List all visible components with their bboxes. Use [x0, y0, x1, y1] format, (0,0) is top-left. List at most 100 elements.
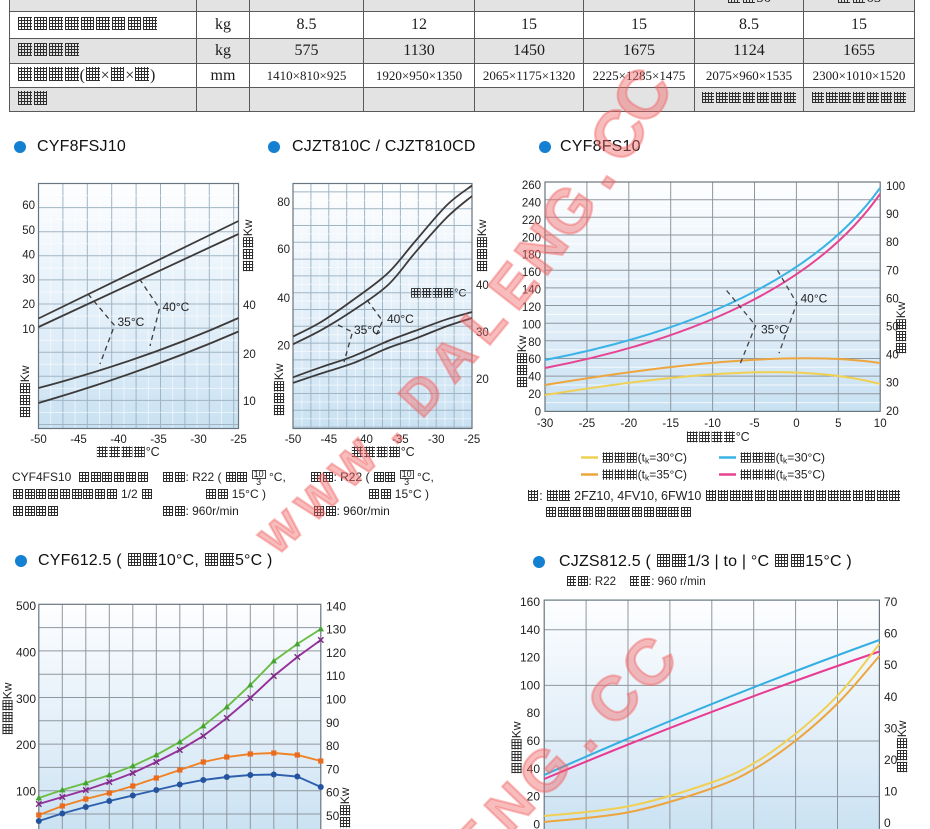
svg-text:20: 20	[886, 406, 899, 418]
svg-text:200: 200	[16, 738, 36, 752]
svg-text:30: 30	[476, 327, 489, 339]
svg-text:(tk=30°C): (tk=30°C)	[638, 451, 687, 466]
svg-text:Kw: Kw	[895, 720, 909, 737]
svg-text:70: 70	[884, 595, 898, 609]
svg-text:.: .	[364, 406, 412, 453]
svg-text:Kw: Kw	[1, 682, 15, 699]
svg-text:°C: °C	[736, 430, 750, 444]
svg-text:0: 0	[535, 406, 541, 418]
svg-text:35°C: 35°C	[118, 315, 145, 329]
svg-text:200: 200	[522, 232, 541, 244]
svg-text:Kw: Kw	[338, 787, 352, 804]
svg-text:160: 160	[522, 267, 541, 279]
svg-text:-40: -40	[356, 434, 373, 446]
svg-text:-20: -20	[620, 418, 637, 430]
svg-text:60: 60	[22, 200, 35, 212]
svg-text:120: 120	[522, 302, 541, 314]
svg-text:-25: -25	[230, 434, 247, 446]
svg-text:-35: -35	[392, 434, 409, 446]
svg-text:40: 40	[277, 293, 290, 305]
svg-text:Kw: Kw	[18, 365, 32, 382]
svg-text:(tk=35°C): (tk=35°C)	[638, 468, 687, 483]
svg-text:400: 400	[16, 645, 36, 659]
svg-text:20: 20	[22, 299, 35, 311]
svg-text:5: 5	[835, 418, 841, 430]
svg-text:-45: -45	[320, 434, 337, 446]
svg-text:Kw: Kw	[894, 301, 908, 318]
svg-text:10: 10	[874, 418, 887, 430]
svg-text:20: 20	[277, 341, 290, 353]
svg-text:180: 180	[522, 250, 541, 262]
svg-text:10: 10	[243, 396, 256, 408]
svg-text:°C: °C	[401, 445, 415, 459]
svg-text:50: 50	[22, 225, 35, 237]
svg-text:100: 100	[522, 319, 541, 331]
svg-text:-10: -10	[704, 418, 721, 430]
svg-text:Kw: Kw	[241, 219, 255, 236]
svg-text:140: 140	[522, 285, 541, 297]
svg-text:40: 40	[528, 372, 541, 384]
svg-text:30: 30	[886, 378, 899, 390]
svg-text:20: 20	[527, 790, 541, 804]
svg-text:-25: -25	[464, 434, 481, 446]
svg-text:10: 10	[884, 785, 898, 799]
svg-text:Kw: Kw	[515, 335, 529, 352]
svg-text:35°C: 35°C	[354, 323, 381, 337]
svg-text:20: 20	[884, 753, 898, 767]
svg-text:80: 80	[326, 739, 340, 753]
svg-text:40°C: 40°C	[163, 300, 190, 314]
svg-text:40: 40	[243, 300, 256, 312]
svg-text:50: 50	[884, 658, 898, 672]
svg-text:-35: -35	[150, 434, 167, 446]
svg-text:-40: -40	[110, 434, 127, 446]
svg-text:-30: -30	[190, 434, 207, 446]
svg-text:10: 10	[22, 324, 35, 336]
svg-text:30: 30	[884, 721, 898, 735]
svg-text:40: 40	[886, 350, 899, 362]
svg-text:80: 80	[527, 706, 541, 720]
svg-text:100: 100	[520, 678, 540, 692]
svg-text:140: 140	[326, 599, 346, 613]
svg-text:500: 500	[16, 599, 36, 613]
svg-text:80: 80	[528, 337, 541, 349]
svg-text:40: 40	[527, 762, 541, 776]
svg-text:-5: -5	[749, 418, 759, 430]
svg-text:60: 60	[884, 627, 898, 641]
svg-text:-50: -50	[30, 434, 47, 446]
svg-text:-50: -50	[285, 434, 302, 446]
svg-text:50: 50	[886, 322, 899, 334]
svg-text:260: 260	[522, 180, 541, 192]
svg-text:100: 100	[886, 181, 905, 193]
svg-text:90: 90	[886, 209, 899, 221]
svg-text:70: 70	[326, 762, 340, 776]
svg-text:°C: °C	[454, 288, 466, 300]
svg-text:80: 80	[277, 197, 290, 209]
svg-text:40°C: 40°C	[801, 292, 828, 306]
svg-text:120: 120	[520, 651, 540, 665]
svg-text:Kw: Kw	[510, 721, 524, 738]
svg-text:40°C: 40°C	[387, 312, 414, 326]
svg-text:(tk=30°C): (tk=30°C)	[776, 451, 825, 466]
svg-text:40: 40	[22, 250, 35, 262]
svg-text:20: 20	[476, 374, 489, 386]
svg-text:°C: °C	[146, 445, 160, 459]
svg-text:300: 300	[16, 692, 36, 706]
svg-text:60: 60	[277, 244, 290, 256]
svg-text:35°C: 35°C	[761, 323, 788, 337]
svg-text:20: 20	[528, 389, 541, 401]
svg-text:120: 120	[326, 646, 346, 660]
svg-text:0: 0	[884, 816, 891, 829]
svg-text:-30: -30	[428, 434, 445, 446]
svg-text:-45: -45	[70, 434, 87, 446]
svg-text:60: 60	[326, 786, 340, 800]
svg-text:60: 60	[528, 354, 541, 366]
svg-text:90: 90	[326, 716, 340, 730]
svg-text:100: 100	[16, 785, 36, 799]
svg-text:30: 30	[22, 274, 35, 286]
svg-text:40: 40	[476, 280, 489, 292]
svg-text:0: 0	[793, 418, 799, 430]
svg-text:-15: -15	[662, 418, 679, 430]
svg-text:Kw: Kw	[272, 363, 286, 380]
svg-text:70: 70	[886, 265, 899, 277]
svg-text:160: 160	[520, 595, 540, 609]
